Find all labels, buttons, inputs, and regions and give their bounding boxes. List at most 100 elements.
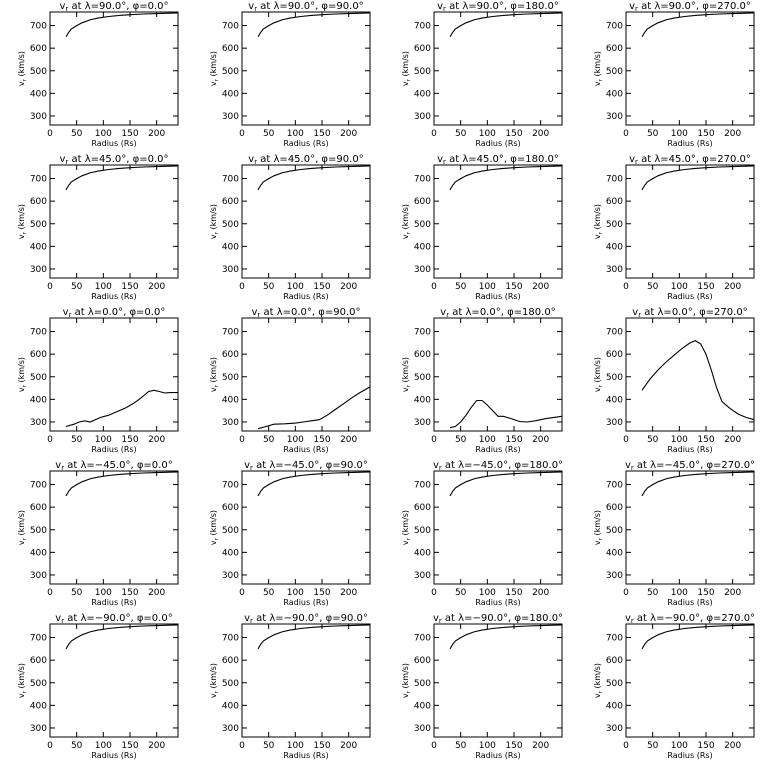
chart-panel-15: vr at λ=−45.0°, φ=180.0° 0 50 100 150 200 300 4… <box>401 460 563 607</box>
chart-panel-14: vr at λ=−45.0°, φ=90.0° 0 50 100 150 200 300 40… <box>209 460 371 607</box>
x-tick-label: 50 <box>263 588 275 598</box>
x-tick-label: 50 <box>71 129 83 139</box>
y-tick-label: 500 <box>606 373 623 383</box>
y-tick-label: 600 <box>606 656 623 666</box>
y-axis-label: vr (km/s) <box>209 663 220 698</box>
y-tick-label: 600 <box>222 350 239 360</box>
plot-frame <box>433 11 563 126</box>
y-tick-label: 600 <box>606 197 623 207</box>
x-tick-label: 50 <box>263 282 275 292</box>
chart-title: vr at λ=−45.0°, φ=0.0° <box>55 460 172 472</box>
x-tick-label: 100 <box>287 435 304 445</box>
x-tick-label: 0 <box>47 435 53 445</box>
x-tick-label: 100 <box>479 741 496 751</box>
x-tick-label: 150 <box>697 588 714 598</box>
x-axis-label: Radius (Rs) <box>667 598 712 607</box>
y-tick-label: 700 <box>414 22 431 32</box>
vr-series-line <box>449 399 563 429</box>
y-tick-label: 500 <box>414 67 431 77</box>
vr-series-line <box>257 471 371 497</box>
x-tick-label: 0 <box>623 588 629 598</box>
y-axis-label: vr (km/s) <box>593 357 604 392</box>
y-tick-label: 500 <box>414 220 431 230</box>
chart-panel-4: vr at λ=90.0°, φ=270.0° 0 50 100 150 200 300 40… <box>593 1 755 148</box>
plot-frame <box>49 470 179 585</box>
y-tick-label: 300 <box>606 265 623 275</box>
x-axis-label: Radius (Rs) <box>667 751 712 760</box>
x-tick-label: 50 <box>647 741 659 751</box>
x-tick-label: 200 <box>532 588 549 598</box>
x-tick-label: 200 <box>532 741 549 751</box>
vr-series-line <box>257 624 371 650</box>
y-tick-label: 400 <box>30 701 47 711</box>
vr-series-line <box>641 339 755 421</box>
plot-frame <box>433 317 563 432</box>
x-tick-label: 200 <box>340 129 357 139</box>
chart-title: vr at λ=−90.0°, φ=0.0° <box>55 613 172 625</box>
chart-panel-11: vr at λ=0.0°, φ=180.0° 0 50 100 150 200 300 400… <box>401 307 563 454</box>
y-tick-label: 400 <box>222 548 239 558</box>
y-tick-label: 700 <box>414 634 431 644</box>
x-tick-label: 200 <box>532 282 549 292</box>
vr-series-line <box>641 165 755 191</box>
x-axis-label: Radius (Rs) <box>475 751 520 760</box>
y-axis-label: vr (km/s) <box>209 357 220 392</box>
y-tick-label: 700 <box>30 634 47 644</box>
plot-frame <box>433 623 563 738</box>
x-axis-label: Radius (Rs) <box>475 139 520 148</box>
plot-frame <box>49 164 179 279</box>
y-tick-label: 600 <box>222 656 239 666</box>
x-tick-label: 150 <box>313 435 330 445</box>
y-tick-label: 700 <box>30 175 47 185</box>
y-tick-label: 400 <box>606 395 623 405</box>
y-axis-label: vr (km/s) <box>209 204 220 239</box>
x-axis-label: Radius (Rs) <box>475 292 520 301</box>
plot-frame <box>49 623 179 738</box>
y-tick-label: 600 <box>30 44 47 54</box>
plot-frame <box>625 317 755 432</box>
x-axis-label: Radius (Rs) <box>91 751 136 760</box>
y-tick-label: 400 <box>30 242 47 252</box>
x-tick-label: 150 <box>121 435 138 445</box>
x-tick-label: 50 <box>263 129 275 139</box>
x-tick-label: 0 <box>623 282 629 292</box>
x-tick-label: 200 <box>724 129 741 139</box>
x-axis-label: Radius (Rs) <box>91 445 136 454</box>
y-tick-label: 700 <box>222 22 239 32</box>
x-tick-label: 150 <box>505 435 522 445</box>
vr-series-line <box>449 471 563 497</box>
y-tick-label: 300 <box>606 418 623 428</box>
x-tick-label: 100 <box>95 588 112 598</box>
x-axis-label: Radius (Rs) <box>667 292 712 301</box>
y-tick-label: 300 <box>222 571 239 581</box>
x-tick-label: 150 <box>697 129 714 139</box>
x-tick-label: 200 <box>724 741 741 751</box>
x-tick-label: 200 <box>340 282 357 292</box>
y-tick-label: 400 <box>414 701 431 711</box>
y-tick-label: 700 <box>606 22 623 32</box>
x-axis-label: Radius (Rs) <box>667 139 712 148</box>
x-tick-label: 50 <box>263 435 275 445</box>
y-tick-label: 600 <box>30 350 47 360</box>
x-tick-label: 0 <box>431 129 437 139</box>
x-tick-label: 50 <box>71 435 83 445</box>
x-tick-label: 100 <box>479 435 496 445</box>
y-tick-label: 300 <box>222 724 239 734</box>
y-axis-label: vr (km/s) <box>17 51 28 86</box>
x-tick-label: 50 <box>647 129 659 139</box>
y-tick-label: 300 <box>222 112 239 122</box>
x-axis-label: Radius (Rs) <box>283 445 328 454</box>
y-tick-label: 500 <box>606 67 623 77</box>
y-tick-label: 600 <box>606 503 623 513</box>
x-tick-label: 100 <box>479 588 496 598</box>
y-tick-label: 700 <box>414 328 431 338</box>
chart-panel-1: vr at λ=90.0°, φ=0.0° 0 50 100 150 200 300 400 5… <box>17 1 179 148</box>
plot-frame <box>241 623 371 738</box>
chart-title: vr at λ=−90.0°, φ=90.0° <box>244 613 368 625</box>
y-axis-label: vr (km/s) <box>401 51 412 86</box>
x-tick-label: 100 <box>287 282 304 292</box>
x-tick-label: 0 <box>623 435 629 445</box>
y-tick-label: 300 <box>30 724 47 734</box>
y-tick-label: 600 <box>414 656 431 666</box>
